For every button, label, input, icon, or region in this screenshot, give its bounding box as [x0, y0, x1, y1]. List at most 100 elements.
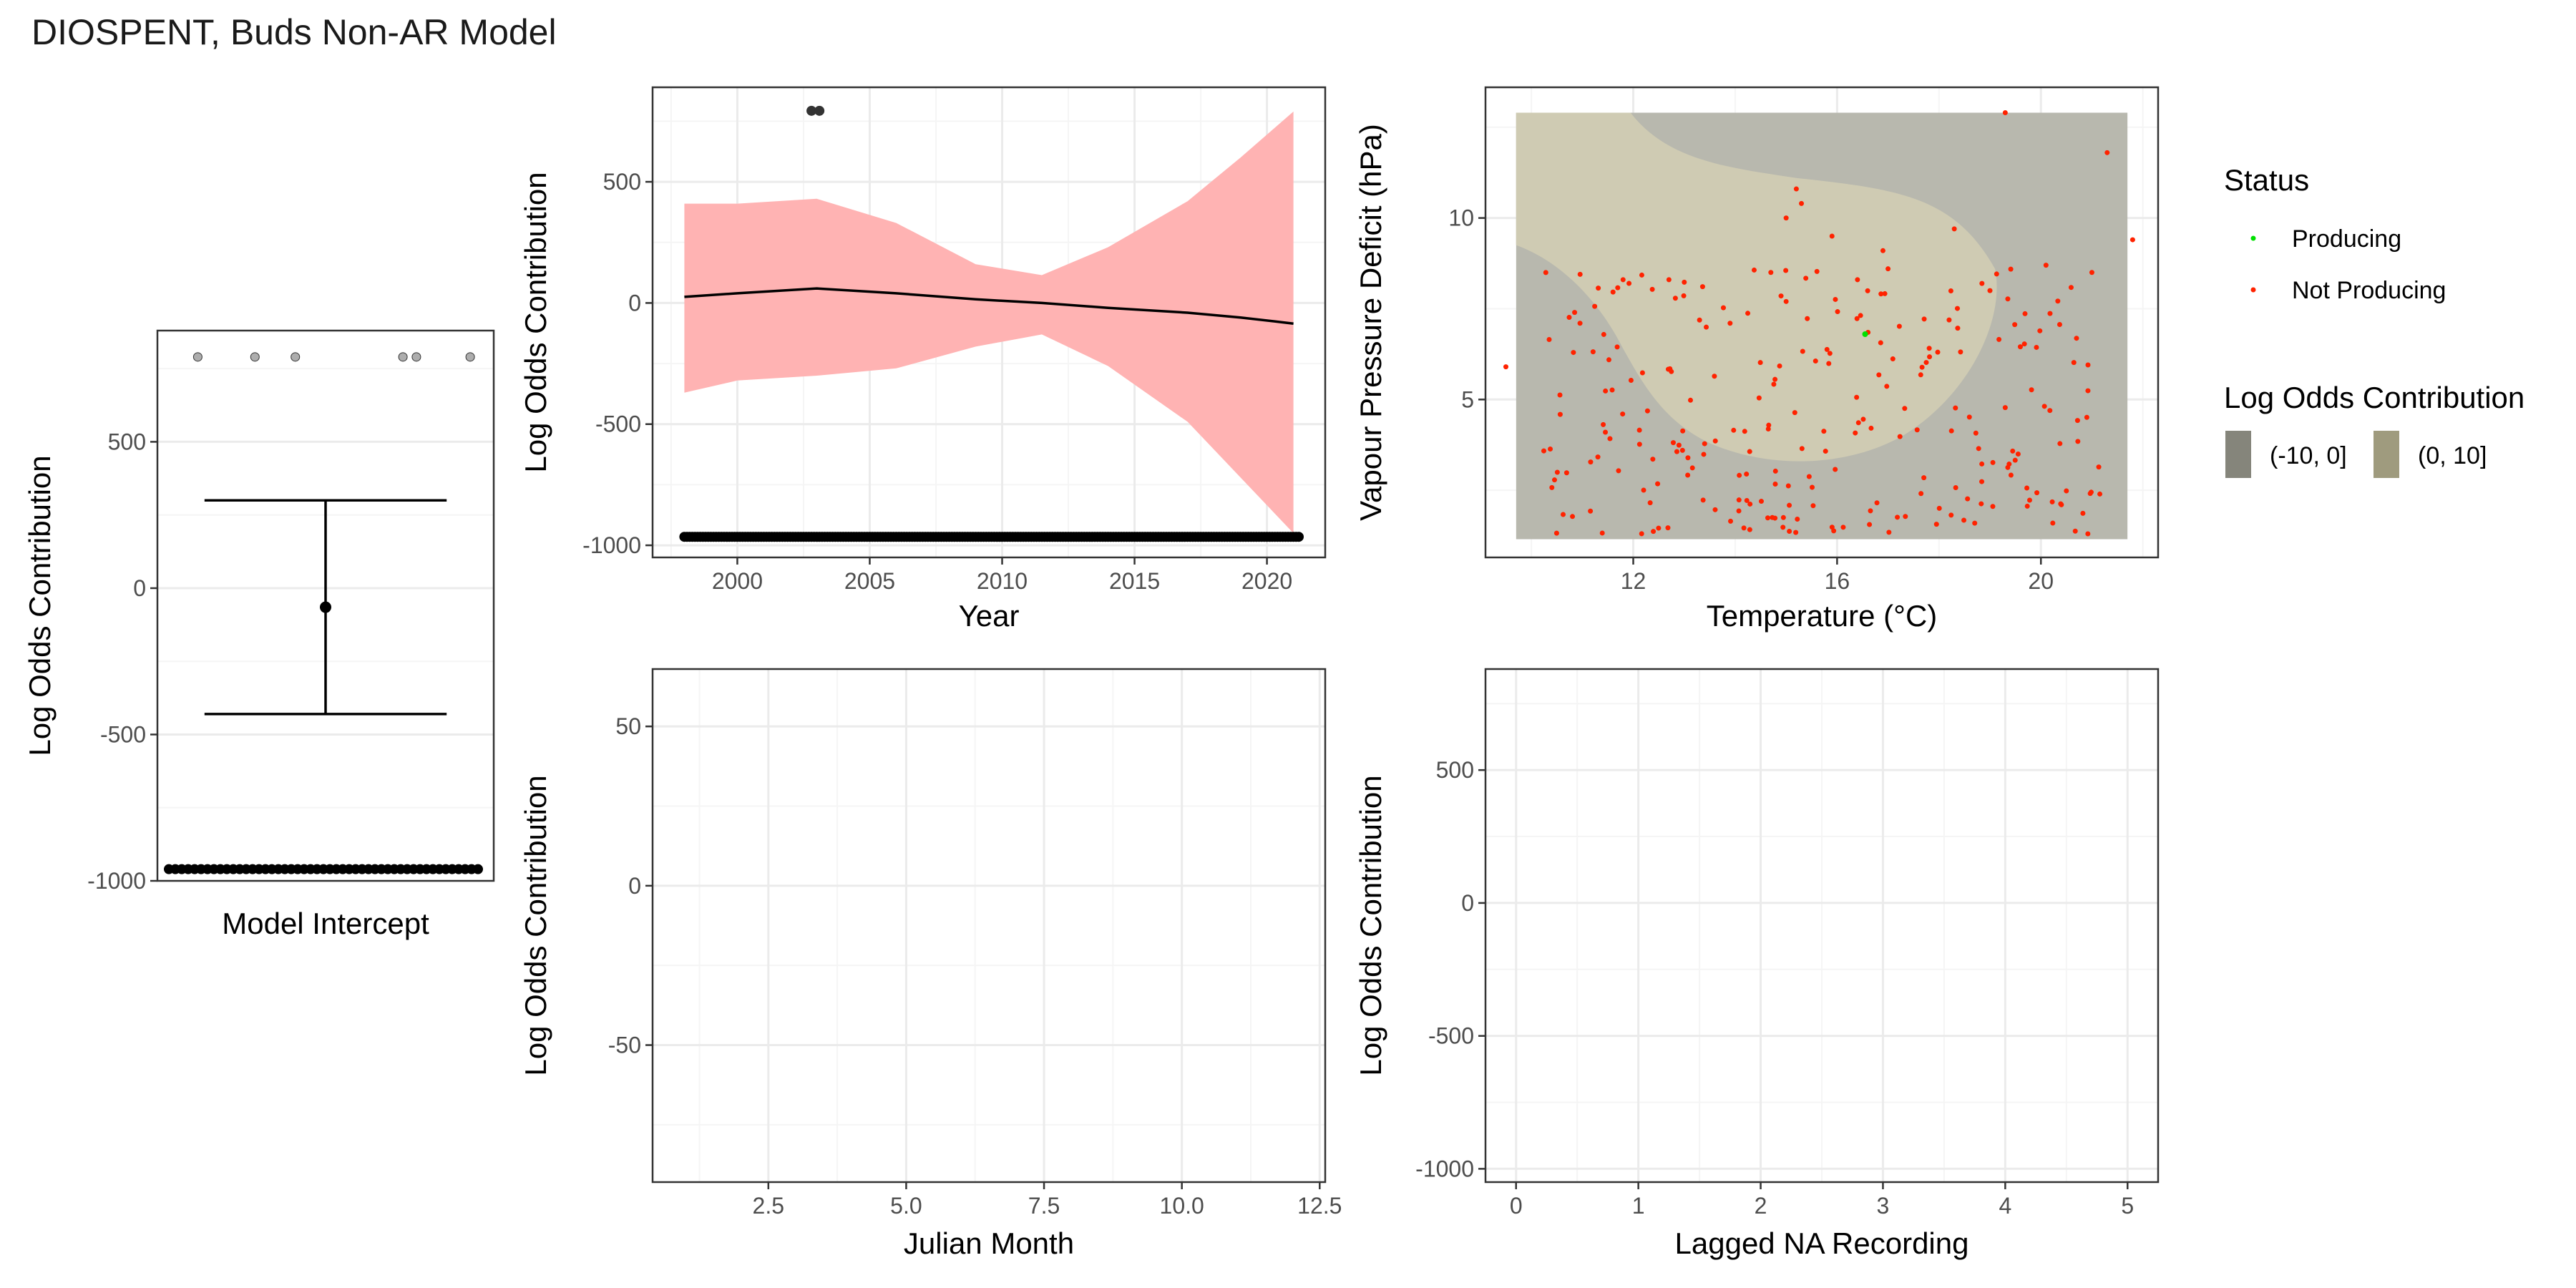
point-not-producing	[1596, 286, 1601, 291]
outlier-point	[814, 105, 825, 116]
point-not-producing	[2047, 408, 2053, 414]
y-tick-label: 50	[615, 713, 641, 739]
point-not-producing	[1783, 298, 1789, 304]
y-tick-label: -500	[1428, 1023, 1474, 1049]
y-tick-label: 0	[628, 290, 641, 316]
point-not-producing	[1665, 366, 1671, 372]
point-not-producing	[1885, 266, 1891, 272]
point-not-producing	[1996, 336, 2002, 342]
x-tick-label: 2000	[712, 568, 763, 594]
point-not-producing	[1644, 408, 1650, 414]
panel-julian-month: -50 0 50 2.5 5.0 7.5 10.0 12.5 Julian Month Log O…	[519, 668, 1342, 1260]
point-not-producing	[1701, 452, 1707, 457]
points-not-producing	[1503, 110, 2135, 537]
point-not-producing	[1896, 323, 1902, 329]
rug	[679, 532, 1304, 542]
point-not-producing	[1577, 321, 1583, 326]
point-not-producing	[1607, 436, 1613, 441]
point-not-producing	[1868, 425, 1874, 431]
point-not-producing	[1557, 392, 1563, 398]
point-not-producing	[1548, 447, 1553, 452]
point-not-producing	[1639, 272, 1644, 278]
point-not-producing	[2047, 311, 2053, 316]
point-not-producing	[1799, 446, 1805, 452]
point-not-producing	[1876, 372, 1882, 378]
x-tick-label: 12.5	[1297, 1193, 1342, 1219]
contribution-surface	[1516, 112, 2128, 540]
point-not-producing	[1780, 514, 1786, 520]
figure-title: DIOSPENT, Buds Non-AR Model	[31, 12, 557, 52]
point-not-producing	[2002, 405, 2008, 411]
point-not-producing	[2129, 237, 2135, 243]
x-tick-label: 2	[1755, 1193, 1767, 1219]
x-tick-label: 2010	[977, 568, 1028, 594]
point-not-producing	[1765, 515, 1770, 521]
point-not-producing	[1566, 315, 1572, 321]
point-not-producing	[1948, 428, 1954, 434]
legend-pos-swatch	[2373, 431, 2399, 478]
y-tick-label: 0	[628, 873, 641, 899]
outlier-point	[411, 352, 421, 362]
y-tick-label: -50	[608, 1033, 641, 1058]
rug	[164, 864, 483, 874]
point-not-producing	[1541, 448, 1546, 454]
legend-neg-label: (-10, 0]	[2270, 442, 2347, 469]
point-not-producing	[1958, 349, 1963, 355]
point-not-producing	[2049, 499, 2055, 504]
point-not-producing	[1747, 449, 1752, 454]
point-not-producing	[1770, 514, 1775, 520]
point-not-producing	[1595, 454, 1601, 460]
point-not-producing	[1549, 484, 1555, 490]
point-not-producing	[1936, 505, 1942, 511]
point-not-producing	[1546, 337, 1552, 343]
point-not-producing	[1966, 414, 1972, 420]
point-not-producing	[1682, 279, 1687, 285]
outlier-point	[291, 352, 301, 362]
point-not-producing	[1697, 317, 1702, 323]
panel-background	[653, 669, 1325, 1182]
point-not-producing	[1768, 270, 1774, 275]
point-not-producing	[1570, 514, 1576, 519]
point-not-producing	[1756, 395, 1762, 401]
point-not-producing	[2037, 328, 2043, 333]
x-axis-title: Lagged NA Recording	[1675, 1226, 1969, 1260]
x-tick-label: 2020	[1241, 568, 1292, 594]
y-tick-label: 0	[133, 575, 146, 601]
panel-border	[1484, 668, 2160, 1184]
point-not-producing	[1780, 525, 1786, 530]
point-not-producing	[1824, 346, 1830, 352]
point-not-producing	[1599, 530, 1605, 536]
outlier-point	[806, 105, 817, 116]
y-axis-title: Log Odds Contribution	[519, 775, 552, 1075]
point-not-producing	[1918, 491, 1924, 497]
point-not-producing	[2104, 150, 2110, 155]
point-not-producing	[1973, 430, 1979, 436]
point-not-producing	[1813, 358, 1818, 364]
point-not-producing	[1961, 517, 1967, 523]
point-not-producing	[2085, 531, 2091, 537]
point-not-producing	[1700, 497, 1706, 503]
point-not-producing	[1592, 303, 1598, 309]
point-not-producing	[2057, 441, 2063, 447]
point-not-producing	[1853, 430, 1858, 436]
legend-neg-swatch	[2225, 431, 2251, 478]
point-not-producing	[1858, 313, 1863, 318]
point-not-producing	[1918, 372, 1923, 378]
panel-border	[651, 668, 1327, 1184]
point-not-producing	[1503, 364, 1508, 370]
y-tick-label: -500	[100, 721, 146, 747]
point-not-producing	[1720, 305, 1726, 311]
point-not-producing	[1572, 310, 1578, 316]
point-not-producing	[1651, 529, 1657, 535]
point-not-producing	[1731, 427, 1737, 433]
point-not-producing	[1979, 280, 1985, 286]
point-not-producing	[1603, 429, 1609, 435]
fit-line	[684, 287, 1294, 325]
panel-temperature-vpd: 5 10 12 16 20 Temperature (°C) Vapour Pressure…	[1354, 86, 2160, 633]
point-not-producing	[1799, 200, 1805, 206]
point-not-producing	[1771, 381, 1777, 387]
point-not-producing	[1914, 427, 1920, 433]
x-tick-label: 4	[1999, 1193, 2011, 1219]
point-not-producing	[1741, 525, 1747, 531]
